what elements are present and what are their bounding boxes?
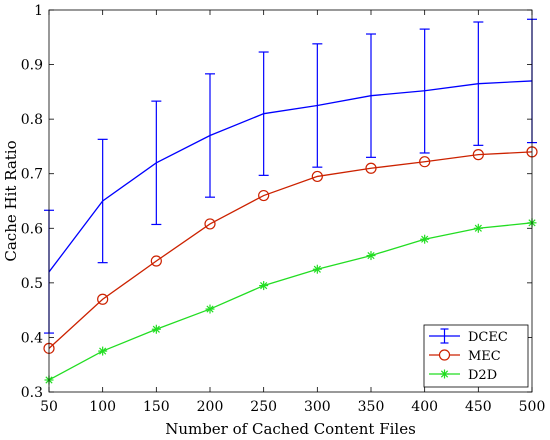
asterisk-stroke xyxy=(206,305,214,313)
point-mec-100 xyxy=(97,293,109,305)
point-mec-450 xyxy=(472,149,484,161)
asterisk-stroke xyxy=(99,347,107,355)
x-tick-label: 50 xyxy=(40,399,58,415)
errorbar-dcec-250 xyxy=(258,51,269,176)
point-d2d-250 xyxy=(259,281,269,291)
series-line-mec xyxy=(48,151,533,349)
asterisk-stroke xyxy=(152,325,160,333)
point-d2d-450 xyxy=(473,223,483,233)
errorbar-dcec-200 xyxy=(205,73,215,198)
x-tick-label: 200 xyxy=(197,399,224,415)
x-tick-label: 300 xyxy=(304,399,331,415)
legend-entry-dcec: DCEC xyxy=(429,328,508,345)
x-tick-label: 350 xyxy=(358,399,385,415)
errorbar-dcec-100 xyxy=(97,138,108,264)
axes-layer xyxy=(48,9,533,393)
x-tick-label: 450 xyxy=(465,399,492,415)
y-tick-label: 0.7 xyxy=(21,167,43,183)
point-mec-250 xyxy=(258,189,270,202)
errorbar-dcec-150 xyxy=(151,100,162,226)
y-tick-label: 0.5 xyxy=(21,276,43,292)
x-tick-label: 150 xyxy=(143,399,170,415)
legend: DCEC MEC D2D xyxy=(423,324,529,388)
asterisk-stroke xyxy=(421,235,429,243)
ticks-layer: 50 100 150 200 250 300 350 400 450 500 0.3 0.4 0.5 0.… xyxy=(21,3,546,415)
y-tick-label: 0.9 xyxy=(21,58,43,74)
legend-label: D2D xyxy=(468,368,497,383)
point-d2d-300 xyxy=(312,264,322,274)
y-tick-label: 0.3 xyxy=(21,385,43,401)
legend-marker-circle xyxy=(438,349,451,361)
legend-marker-asterisk xyxy=(440,369,449,379)
errorbar-dcec-300 xyxy=(312,43,323,168)
x-tick-label: 250 xyxy=(250,399,277,415)
y-tick-label: 0.8 xyxy=(21,112,43,128)
point-d2d-400 xyxy=(420,234,430,244)
errorbar-dcec-450 xyxy=(473,21,484,146)
x-tick-label: 100 xyxy=(89,399,116,415)
point-d2d-200 xyxy=(205,304,215,314)
series-line-d2d xyxy=(48,222,533,381)
asterisk-stroke xyxy=(474,224,482,232)
legend-label: MEC xyxy=(468,349,501,364)
x-tick-label: 400 xyxy=(411,399,438,415)
point-mec-150 xyxy=(150,255,162,267)
point-d2d-100 xyxy=(98,346,108,356)
asterisk-stroke xyxy=(313,265,321,273)
legend-label: DCEC xyxy=(468,330,508,345)
errorbar-dcec-350 xyxy=(366,33,376,158)
axes-box xyxy=(48,9,533,393)
y-tick-label: 1 xyxy=(34,3,43,19)
y-tick-label: 0.6 xyxy=(21,221,43,237)
errorbar-dcec-400 xyxy=(419,28,430,154)
point-mec-300 xyxy=(311,170,323,183)
point-mec-200 xyxy=(204,218,216,230)
x-tick-label: 500 xyxy=(519,399,546,415)
point-d2d-350 xyxy=(366,251,376,261)
series-layer xyxy=(43,18,538,385)
point-mec-400 xyxy=(419,156,431,168)
series-line-dcec xyxy=(48,80,533,273)
y-tick-label: 0.4 xyxy=(21,330,43,346)
asterisk-stroke xyxy=(367,251,375,260)
legend-entry-mec: MEC xyxy=(429,349,501,364)
y-axis-label: Cache Hit Ratio xyxy=(2,140,20,261)
x-axis-label: Number of Cached Content Files xyxy=(165,420,416,438)
point-d2d-150 xyxy=(151,324,161,334)
legend-entry-d2d: D2D xyxy=(429,368,497,383)
asterisk-stroke xyxy=(440,370,449,378)
point-mec-350 xyxy=(365,162,377,174)
asterisk-stroke xyxy=(260,281,268,290)
